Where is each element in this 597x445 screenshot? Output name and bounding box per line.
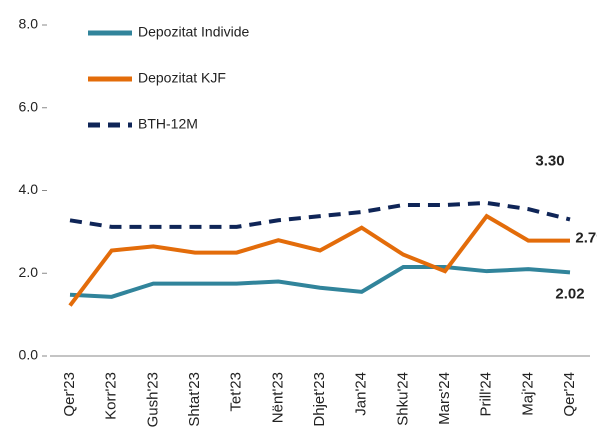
x-tick-label: Gush'23	[144, 372, 161, 427]
legend-label: Depozitat Individe	[138, 24, 250, 40]
legend-label: BTH-12M	[138, 116, 198, 132]
x-tick-label: Mars'24	[436, 372, 453, 425]
y-tick-label: 4.0	[19, 181, 39, 197]
value-label: 2.02	[555, 285, 584, 302]
x-tick-label: Qer'24	[561, 372, 578, 417]
x-tick-label: Nënt'23	[269, 372, 286, 423]
x-tick-label: Shtat'23	[186, 372, 203, 427]
x-tick-label: Shku'24	[394, 372, 411, 426]
x-tick-label: Jan'24	[353, 372, 370, 416]
line-series	[68, 213, 570, 307]
y-tick-label: 8.0	[19, 16, 39, 32]
x-tick-label: Qer'23	[61, 372, 78, 417]
x-tick-label: Dhjet'23	[311, 372, 328, 427]
y-tick-label: 6.0	[19, 98, 39, 114]
value-label: 3.30	[535, 152, 564, 169]
value-label: 2.79	[575, 230, 597, 247]
x-tick-label: Korr'23	[103, 372, 120, 420]
y-tick-label: 0.0	[19, 347, 39, 363]
x-tick-label: Prill'24	[478, 372, 495, 417]
x-tick-label: Tet'23	[228, 372, 245, 412]
x-tick-label: Maj'24	[519, 372, 536, 416]
line-series	[69, 265, 571, 299]
line-series	[69, 200, 571, 229]
y-tick-label: 2.0	[19, 264, 39, 280]
legend-label: Depozitat KJF	[138, 70, 226, 86]
